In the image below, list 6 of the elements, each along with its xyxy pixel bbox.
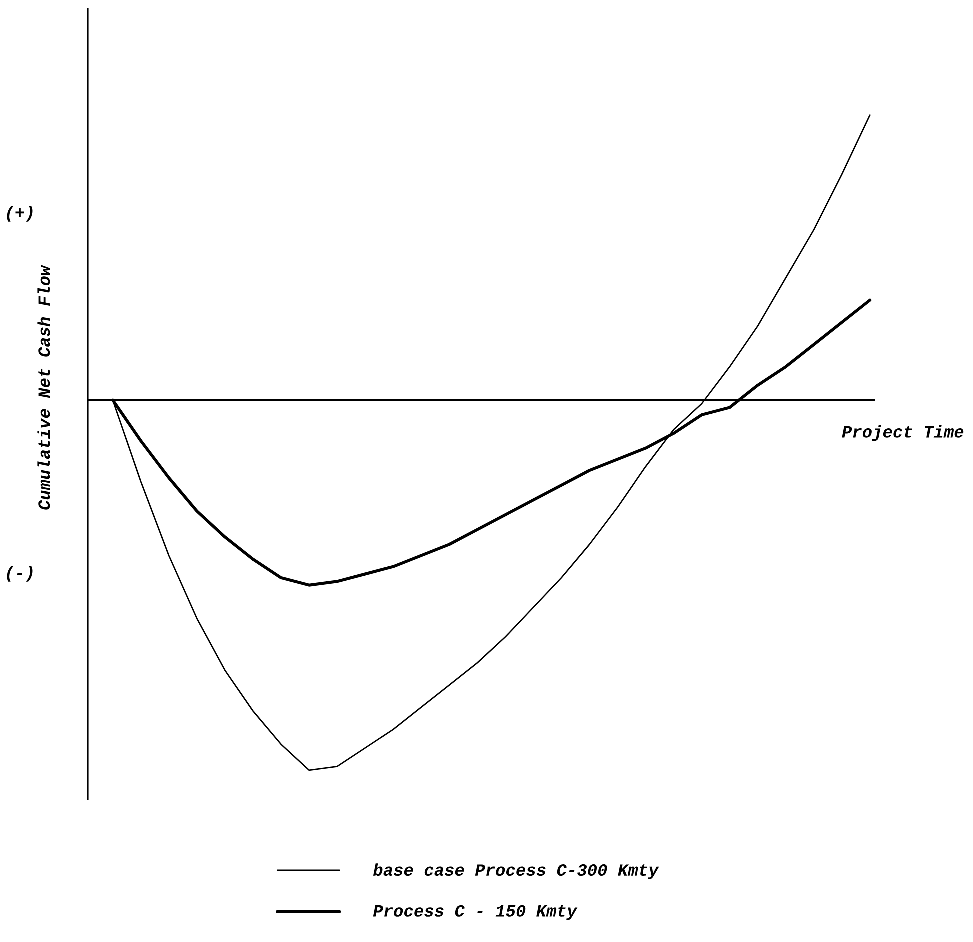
legend-label: Process C - 150 Kmty (373, 905, 578, 920)
legend-label: base case Process C-300 Kmty (373, 864, 660, 880)
text: (-) (7, 566, 33, 582)
text: (+) (7, 206, 33, 222)
y-axis-title: Cumulative Net Cash Flow (38, 264, 50, 510)
x-axis-title: Project Time (842, 425, 964, 442)
